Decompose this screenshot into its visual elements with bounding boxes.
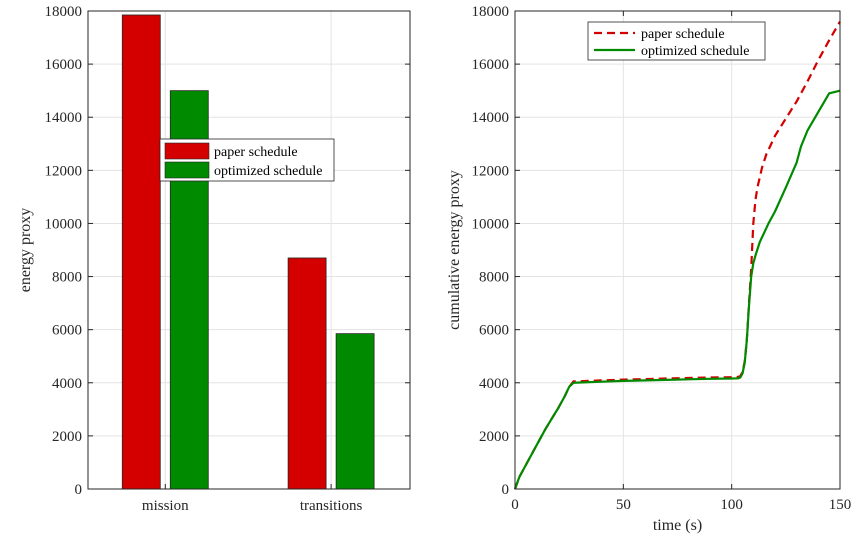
- y-tick-label: 2000: [479, 429, 509, 445]
- x-tick-label: 0: [511, 497, 519, 513]
- y-tick-label: 4000: [52, 376, 82, 392]
- y-tick-label: 8000: [52, 270, 82, 286]
- y-tick-label: 14000: [45, 110, 83, 126]
- y-tick-label: 18000: [45, 4, 83, 20]
- bar-optimized-schedule-transitions: [335, 333, 375, 490]
- bar-paper-schedule-transitions: [287, 257, 327, 490]
- y-tick-label: 10000: [45, 216, 83, 232]
- legend-entry: paper schedule: [214, 145, 298, 160]
- legend-box: [587, 21, 766, 61]
- line-chart-panel: 0 2000 4000 6000 8000 10000 12000 14000 16000 180…: [446, 4, 851, 534]
- y-tick-label: 6000: [479, 323, 509, 339]
- x-tick-label: 150: [829, 497, 852, 513]
- legend-entry: optimized schedule: [214, 164, 322, 179]
- y-tick-label: 0: [502, 482, 510, 498]
- axes-frame: [514, 10, 841, 490]
- legend-entry: optimized schedule: [641, 44, 749, 59]
- y-tick-label: 4000: [479, 376, 509, 392]
- y-tick-label: 16000: [45, 57, 83, 73]
- y-tick-label: 0: [75, 482, 83, 498]
- y-tick-label: 12000: [472, 163, 510, 179]
- legend-swatch: [164, 161, 210, 179]
- y-tick-label: 14000: [472, 110, 510, 126]
- y-tick-label: 10000: [472, 216, 510, 232]
- y-axis-label: cumulative energy proxy: [446, 170, 463, 330]
- legend-swatch: [164, 142, 210, 160]
- y-axis-label: energy proxy: [17, 208, 34, 293]
- category-label: mission: [142, 498, 189, 514]
- category-label: transitions: [300, 498, 363, 514]
- series-line-optimized-schedule: [513, 89, 841, 490]
- y-tick-label: 18000: [472, 4, 510, 20]
- legend-entry: paper schedule: [641, 27, 725, 42]
- y-tick-label: 2000: [52, 429, 82, 445]
- axes-frame: [87, 10, 411, 490]
- y-tick-label: 6000: [52, 323, 82, 339]
- x-tick-label: 50: [616, 497, 631, 513]
- y-tick-label: 8000: [479, 270, 509, 286]
- bar-paper-schedule-mission: [121, 14, 161, 490]
- y-tick-label: 12000: [45, 163, 83, 179]
- series-line-paper-schedule: [513, 21, 841, 490]
- x-tick-label: 100: [720, 497, 743, 513]
- y-tick-label: 16000: [472, 57, 510, 73]
- x-axis-label: time (s): [653, 517, 702, 534]
- bar-chart-panel: 0 2000 4000 6000 8000 10000 12000 14000 16000 180…: [17, 4, 411, 514]
